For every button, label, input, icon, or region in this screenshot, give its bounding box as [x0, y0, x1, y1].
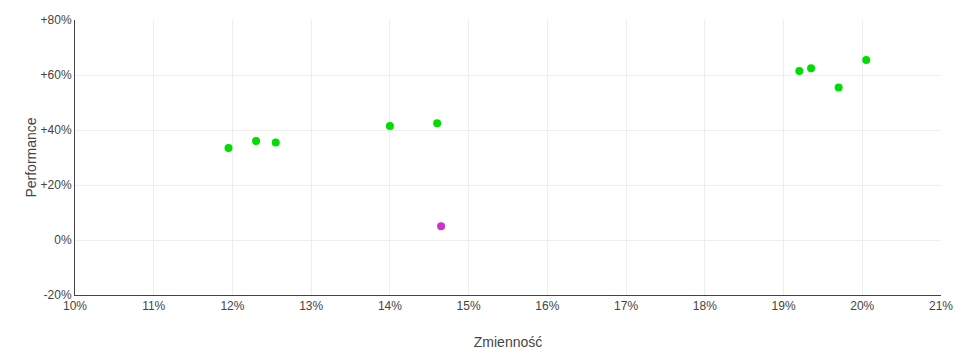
- svg-text:20%: 20%: [850, 299, 874, 313]
- svg-text:10%: 10%: [63, 299, 87, 313]
- svg-text:18%: 18%: [693, 299, 717, 313]
- svg-text:15%: 15%: [457, 299, 481, 313]
- svg-text:21%: 21%: [929, 299, 953, 313]
- svg-text:Zmienność: Zmienność: [474, 334, 542, 350]
- svg-text:+20%: +20%: [41, 178, 72, 192]
- svg-text:-20%: -20%: [44, 288, 72, 302]
- svg-text:+60%: +60%: [41, 68, 72, 82]
- svg-text:17%: 17%: [614, 299, 638, 313]
- svg-text:0%: 0%: [54, 233, 72, 247]
- svg-text:Performance: Performance: [23, 117, 39, 197]
- svg-text:19%: 19%: [772, 299, 796, 313]
- svg-text:+80%: +80%: [41, 13, 72, 27]
- svg-text:16%: 16%: [535, 299, 559, 313]
- svg-text:12%: 12%: [220, 299, 244, 313]
- svg-text:11%: 11%: [142, 299, 165, 313]
- svg-text:+40%: +40%: [41, 123, 72, 137]
- svg-text:14%: 14%: [378, 299, 402, 313]
- svg-text:13%: 13%: [299, 299, 323, 313]
